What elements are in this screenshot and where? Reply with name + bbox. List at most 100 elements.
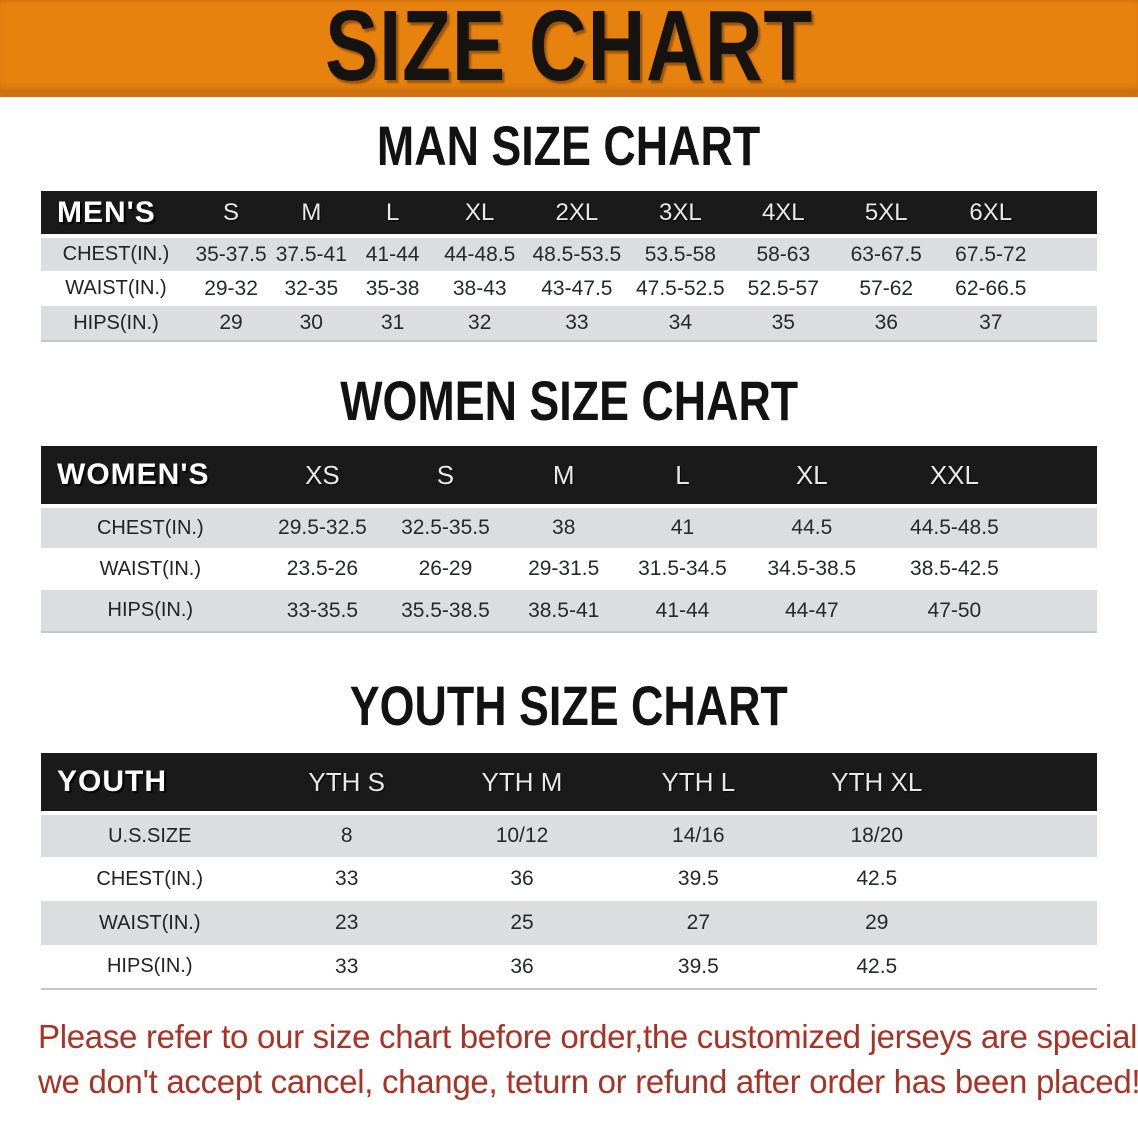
size-value: 57-62 [859,276,914,300]
size-value: 42.5 [856,867,898,890]
size-value: 58-63 [756,242,811,266]
size-value: 32 [433,306,526,342]
size-header-row: MEN'S S M L XL 2XL 3XL 4XL 5XL 6XL [41,191,1097,238]
size-value: 47-50 [880,590,1029,633]
size-value: 39.5 [677,867,719,890]
disclaimer-line-2: we don't accept cancel, change, teturn o… [38,1063,1138,1100]
size-column-header: XL [743,446,881,508]
size-value: 37 [938,306,1044,342]
size-value: 10/12 [495,824,549,847]
size-column-header: 5XL [833,191,939,238]
size-value: 32.5-35.5 [401,516,490,539]
size-value: 33-35.5 [259,590,386,633]
row-label: WAIST(IN.) [65,277,167,299]
size-value: 44-47 [743,590,881,633]
row-label: HIPS(IN.) [41,945,259,990]
size-value: 29-32 [204,276,258,300]
size-value: 53.5-58 [644,242,716,266]
size-value: 35-37.5 [195,242,267,266]
size-value: 63-67.5 [850,242,922,266]
size-header-row: WOMEN'S XS S M L XL XXL [41,446,1097,508]
youth-corner-label: YOUTH [41,753,259,815]
size-column-header: XXL [880,446,1029,508]
size-value: 38.5-41 [505,590,622,633]
size-value: 41 [670,516,695,539]
size-value: 27 [686,911,711,934]
youth-table-container: YOUTH YTH S YTH M YTH L YTH XL U.S.SIZE 8 10/12… [0,753,1138,990]
row-label: HIPS(IN.) [41,590,260,633]
size-column-header: S [190,191,272,238]
measurement-row: HIPS(IN.) 29 30 31 32 33 34 35 36 37 [41,306,1097,342]
row-label: CHEST(IN.) [96,867,204,890]
size-column-header: YTH L [609,753,788,815]
size-value: 25 [510,911,534,934]
size-value: 36 [833,306,939,342]
page-title-text: SIZE CHART [325,0,813,102]
size-value: 31 [351,306,434,342]
men-table-container: MEN'S S M L XL 2XL 3XL 4XL 5XL 6XL CHEST(IN.) 35-37… [0,191,1138,342]
size-value: 44.5-48.5 [910,516,999,539]
size-value: 32-35 [284,276,339,300]
size-value: 41-44 [365,242,420,266]
size-column-header: XL [433,191,526,238]
row-filler-cell [966,813,1097,857]
youth-size-table: YOUTH YTH S YTH M YTH L YTH XL U.S.SIZE 8 10/12… [41,753,1097,990]
men-size-table: MEN'S S M L XL 2XL 3XL 4XL 5XL 6XL CHEST(IN.) 35-37… [41,191,1097,342]
row-filler-cell [1043,236,1097,271]
size-charts: MAN SIZE CHART MEN'S S M L XL 2XL 3XL 4XL 5XL 6XL… [0,117,1138,990]
size-column-header: 6XL [938,191,1044,238]
measurement-row: CHEST(IN.) 29.5-32.5 32.5-35.5 38 41 44.5 44.5… [41,506,1097,548]
youth-section-heading-text: YOUTH SIZE CHART [349,674,789,737]
size-value: 26-29 [418,557,473,580]
size-value: 33 [335,867,359,890]
size-column-header: 4XL [732,191,834,238]
size-value: 23 [335,911,359,934]
measurement-row: WAIST(IN.) 23.5-26 26-29 29-31.5 31.5-34.5 34… [41,548,1097,590]
women-table-container: WOMEN'S XS S M L XL XXL CHEST(IN.) 29.5-32.5 32.5… [0,446,1138,633]
size-column-header: M [271,191,352,238]
row-label: U.S.SIZE [108,824,192,847]
measurement-row: WAIST(IN.) 29-32 32-35 35-38 38-43 43-47.5 47.… [41,271,1097,306]
header-filler-cell [1043,191,1097,238]
size-column-header: L [621,446,744,508]
size-value: 34 [628,306,733,342]
women-corner-label: WOMEN'S [41,446,260,508]
size-column-header: YTH S [258,753,435,815]
size-column-header: S [385,446,506,508]
size-value: 52.5-57 [747,276,819,300]
row-filler-cell [1028,590,1097,633]
row-filler-cell [966,901,1097,945]
size-column-header: XS [259,446,386,508]
measurement-row: CHEST(IN.) 33 36 39.5 42.5 [41,857,1097,901]
size-column-header: M [505,446,622,508]
men-size-chart-section: MAN SIZE CHART MEN'S S M L XL 2XL 3XL 4XL 5XL 6XL… [0,117,1138,342]
size-value: 44.5 [791,516,833,539]
women-section-heading: WOMEN SIZE CHART [0,372,1138,430]
size-column-header: YTH XL [787,753,967,815]
row-filler-cell [1028,506,1097,548]
size-value: 39.5 [609,945,788,990]
disclaimer-line-1: Please refer to our size chart before or… [38,1018,1138,1055]
size-column-header: YTH M [434,753,610,815]
row-filler-cell [966,945,1097,990]
size-value: 36 [434,945,610,990]
size-value: 14/16 [672,824,725,847]
size-value: 29-31.5 [528,557,600,580]
row-label: WAIST(IN.) [99,557,202,580]
men-corner-label: MEN'S [41,191,191,238]
men-section-heading-text: MAN SIZE CHART [377,114,761,177]
size-value: 35-38 [365,276,420,300]
size-value: 29 [865,911,889,934]
measurement-row: WAIST(IN.) 23 25 27 29 [41,901,1097,945]
size-value: 35.5-38.5 [385,590,506,633]
size-value: 18/20 [850,824,904,847]
size-value: 38.5-42.5 [910,557,999,580]
row-label: WAIST(IN.) [99,911,201,934]
size-value: 41-44 [621,590,744,633]
size-column-header: L [351,191,434,238]
size-value: 35 [732,306,834,342]
youth-size-chart-section: YOUTH SIZE CHART YOUTH YTH S YTH M YTH L YTH… [0,677,1138,990]
size-value: 29.5-32.5 [278,516,367,539]
size-value: 43-47.5 [541,276,613,300]
measurement-row: CHEST(IN.) 35-37.5 37.5-41 41-44 44-48.5 48.5… [41,236,1097,271]
